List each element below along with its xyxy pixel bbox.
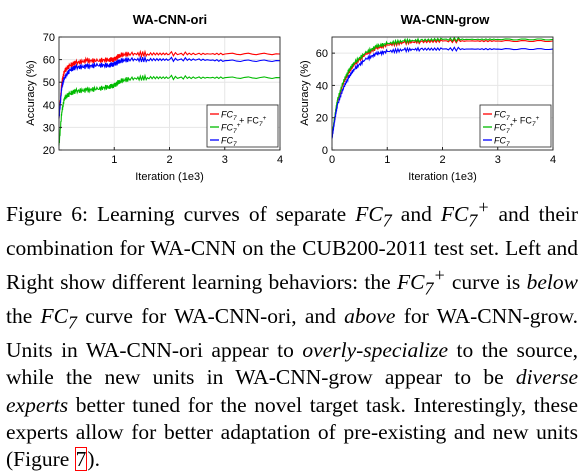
x-tick-label: 2: [166, 154, 172, 166]
legend-label: FC7: [221, 136, 237, 149]
series-line: [58, 73, 281, 146]
series-line: [331, 36, 554, 138]
legend-label: FC7 + FC7+: [494, 110, 540, 129]
caption-text-10: ).: [87, 447, 100, 472]
y-tick-label: 40: [43, 100, 55, 112]
x-tick-label: 1: [111, 154, 117, 166]
caption-text-8: to the source, while the new units in WA…: [6, 337, 578, 390]
caption-emph-above: above: [344, 304, 396, 329]
x-tick-label: 4: [550, 154, 556, 166]
legend-label: FC7 + FC7+: [221, 110, 267, 129]
y-tick-label: 60: [43, 55, 55, 67]
figure-7-link[interactable]: 7: [74, 447, 88, 472]
caption-emph-overly-specialize: overly-specialize: [302, 337, 449, 362]
y-tick-label: 60: [316, 48, 328, 60]
chart-title: WA-CNN-grow: [401, 12, 491, 27]
x-tick-label: 1: [384, 154, 390, 166]
caption-text-4: curve is: [445, 270, 527, 295]
y-axis-label: Accuracy (%): [299, 60, 311, 125]
chart-wa-cnn-ori: WA-CNN-ori 20 30 40 50 60 70 1 2 3 4 Iteration (1e3…: [25, 12, 283, 183]
y-tick-label: 50: [43, 77, 55, 89]
legend-box: [206, 104, 279, 148]
caption-text-9: better tuned for the novel target task. …: [6, 392, 578, 472]
legend-box: [479, 104, 552, 148]
math-fc7-plus-2: FC7+: [397, 265, 446, 299]
caption-text-2: and: [391, 202, 441, 227]
math-fc7-2: FC7: [40, 304, 77, 333]
x-tick-label: 0: [329, 154, 335, 166]
x-tick-label: 3: [222, 154, 228, 166]
caption-text-6: curve for WA-CNN-ori, and: [76, 304, 345, 329]
series-line: [331, 46, 554, 139]
y-tick-label: 30: [43, 122, 55, 134]
math-fc7-plus: FC7+: [440, 197, 490, 231]
caption-emph-diverse-experts: diverse experts: [6, 365, 578, 417]
legend-label: FC7+: [494, 122, 514, 135]
caption-text-1: Figure 6: Learning curves of separate: [6, 202, 356, 227]
math-fc7: FC7: [355, 202, 392, 231]
x-tick-label: 2: [439, 154, 445, 166]
caption-text-5: the: [6, 304, 41, 329]
legend-label: FC7+: [221, 122, 241, 135]
x-axis-label: Iteration (1e3): [408, 171, 476, 183]
chart-title: WA-CNN-ori: [133, 12, 207, 27]
figure-caption: Figure 6: Learning curves of separate FC…: [6, 194, 578, 474]
series-line: [58, 55, 281, 119]
x-axis-label: Iteration (1e3): [135, 171, 203, 183]
y-tick-label: 70: [43, 32, 55, 44]
caption-emph-below: below: [526, 270, 578, 295]
y-axis-label: Accuracy (%): [25, 60, 37, 125]
chart-wa-cnn-grow: WA-CNN-grow 0 20 40 60 0 1 2 3 4 Iteration (1e3) Ac…: [299, 12, 556, 183]
legend-label: FC7: [494, 136, 510, 149]
caption-text-7: for WA-CNN-grow. Units in WA-CNN-ori app…: [6, 304, 578, 362]
x-tick-label: 4: [277, 154, 283, 166]
x-tick-label: 3: [495, 154, 501, 166]
y-tick-label: 20: [316, 113, 328, 125]
series-line: [58, 49, 281, 119]
y-tick-label: 0: [322, 145, 328, 157]
y-tick-label: 40: [316, 80, 328, 92]
y-tick-label: 20: [43, 145, 55, 157]
caption-text-3: and their combination for WA-CNN on the …: [6, 202, 578, 295]
